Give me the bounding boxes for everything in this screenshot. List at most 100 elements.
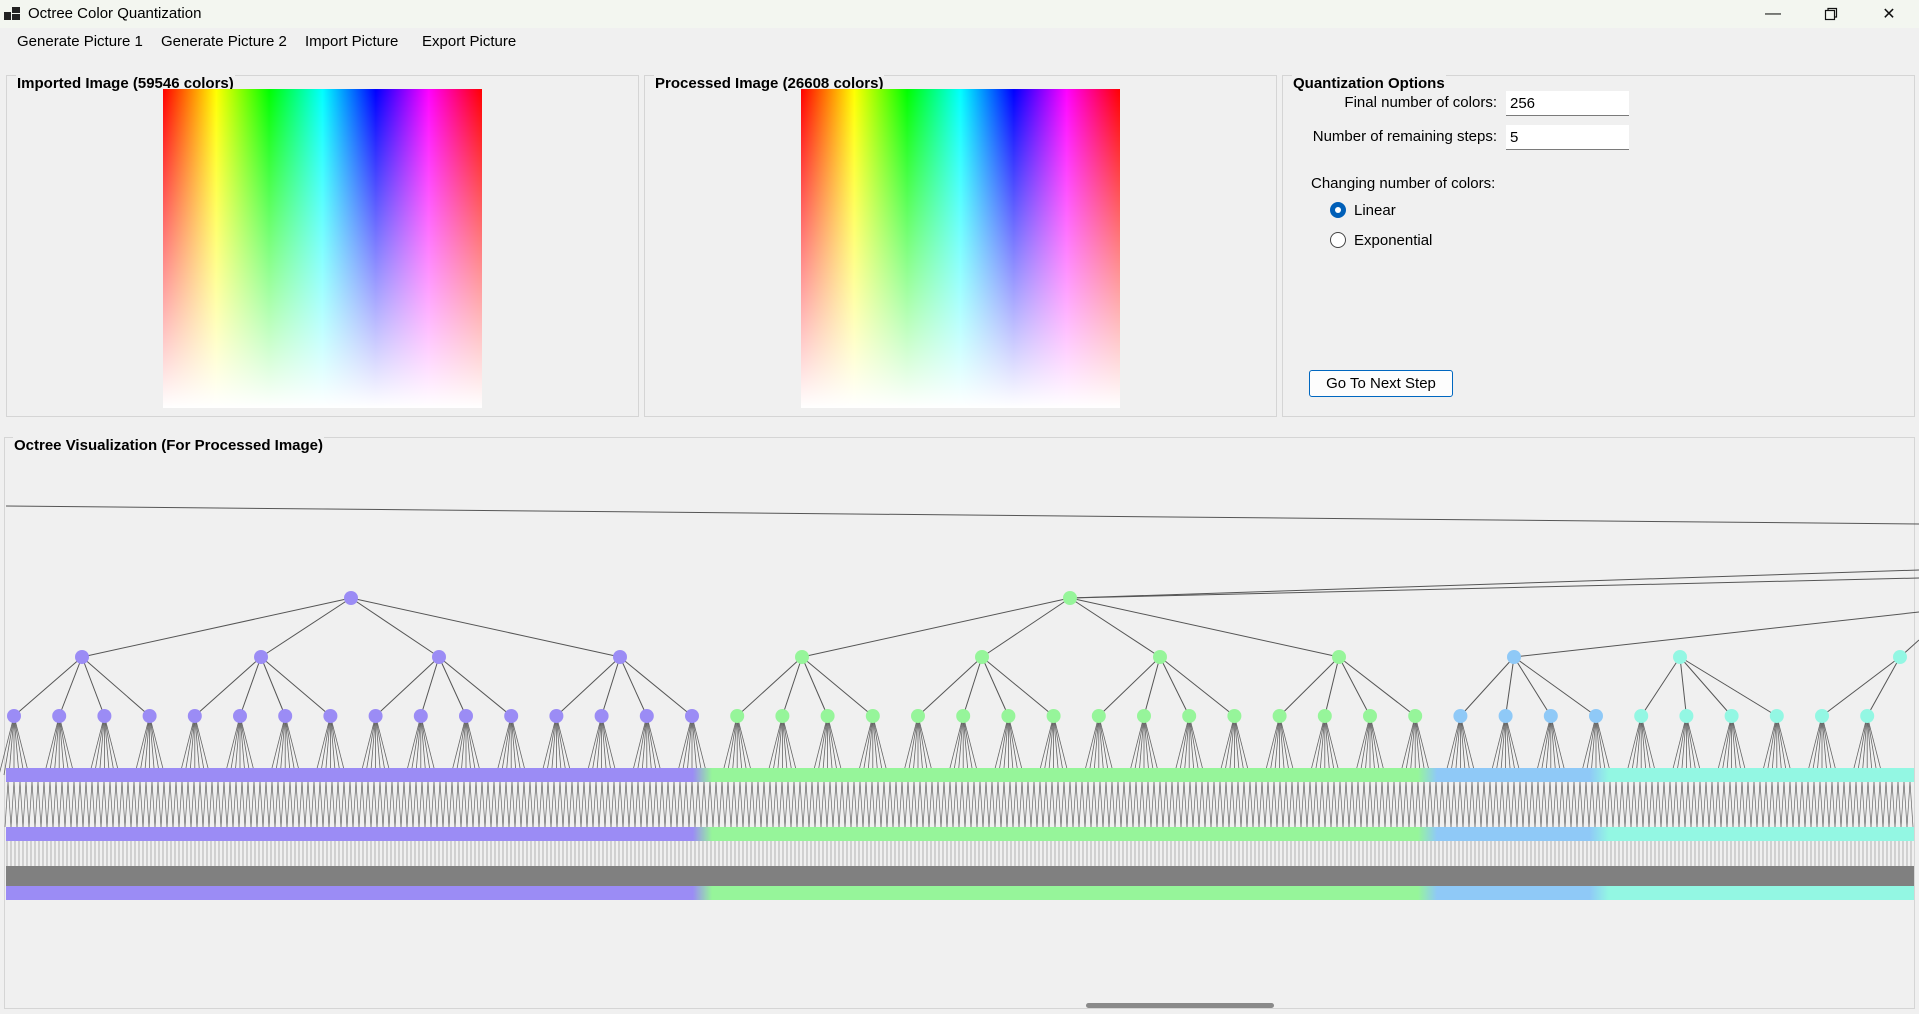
octree-node bbox=[1589, 709, 1603, 723]
tree-edge bbox=[1144, 781, 1149, 828]
tree-edge bbox=[589, 781, 594, 828]
go-to-next-step-button[interactable]: Go To Next Step bbox=[1309, 370, 1453, 397]
tree-edge bbox=[1084, 781, 1089, 828]
restore-button[interactable] bbox=[1802, 0, 1860, 28]
tree-edge bbox=[1460, 715, 1466, 776]
tree-edge bbox=[947, 715, 964, 776]
tree-edge bbox=[601, 781, 606, 828]
tree-edge bbox=[1303, 781, 1308, 828]
tree-edge bbox=[239, 715, 251, 776]
tree-edge bbox=[772, 781, 777, 828]
tree-edge bbox=[1771, 715, 1778, 776]
tree-edge bbox=[1597, 781, 1602, 828]
tree-edge bbox=[1543, 781, 1548, 828]
tree-edge bbox=[81, 656, 105, 717]
minimize-button[interactable]: — bbox=[1744, 0, 1802, 28]
tree-edge bbox=[465, 715, 482, 776]
tree-edge bbox=[763, 781, 768, 828]
menu-import-picture[interactable]: Import Picture bbox=[305, 33, 399, 50]
final-colors-input[interactable] bbox=[1506, 91, 1629, 116]
tree-edge bbox=[973, 781, 978, 828]
tree-edge bbox=[721, 781, 726, 828]
tree-edge bbox=[1738, 781, 1743, 828]
tree-edge bbox=[70, 781, 75, 828]
tree-edge bbox=[1399, 715, 1416, 776]
radio-linear[interactable]: Linear bbox=[1330, 199, 1396, 221]
tree-edge bbox=[634, 781, 639, 828]
menu-generate-picture-1[interactable]: Generate Picture 1 bbox=[17, 33, 143, 50]
tree-edge bbox=[1258, 781, 1263, 828]
tree-edge bbox=[1098, 715, 1110, 776]
tree-edge bbox=[1821, 715, 1833, 776]
tree-edge bbox=[394, 781, 399, 828]
tree-edge bbox=[194, 715, 211, 776]
tree-edge bbox=[1756, 781, 1761, 828]
tree-edge bbox=[532, 781, 537, 828]
tree-edge bbox=[1429, 781, 1434, 828]
radio-linear-indicator[interactable] bbox=[1330, 202, 1346, 218]
menu-generate-picture-2[interactable]: Generate Picture 2 bbox=[161, 33, 287, 50]
tree-edge bbox=[1810, 781, 1815, 828]
tree-edge bbox=[1435, 781, 1440, 828]
tree-edge bbox=[1030, 781, 1035, 828]
tree-edge bbox=[1048, 781, 1053, 828]
tree-edge bbox=[1687, 781, 1692, 828]
tree-edge bbox=[350, 597, 440, 658]
tree-edge bbox=[1540, 715, 1552, 776]
tree-edge bbox=[121, 781, 126, 828]
menu-export-picture[interactable]: Export Picture bbox=[422, 33, 517, 50]
tree-edge bbox=[28, 781, 33, 828]
tree-edge bbox=[1336, 781, 1341, 828]
tree-edge bbox=[598, 781, 603, 828]
imported-image-title: Imported Image (59546 colors) bbox=[16, 75, 235, 92]
octree-node bbox=[1063, 591, 1077, 605]
tree-edge bbox=[1162, 781, 1167, 828]
tree-edge bbox=[547, 781, 552, 828]
tree-edge bbox=[827, 715, 843, 776]
octree-node bbox=[795, 650, 809, 664]
tree-edge bbox=[510, 715, 527, 776]
tree-edge bbox=[409, 781, 414, 828]
tree-edge bbox=[1168, 781, 1173, 828]
tree-edge bbox=[355, 781, 360, 828]
radio-exponential[interactable]: Exponential bbox=[1330, 229, 1432, 251]
tree-edge bbox=[1669, 781, 1674, 828]
close-button[interactable]: ✕ bbox=[1860, 0, 1918, 28]
tree-edge bbox=[1445, 715, 1461, 776]
remaining-steps-input[interactable] bbox=[1506, 125, 1629, 150]
tree-edge bbox=[1423, 781, 1428, 828]
tree-edge bbox=[1540, 781, 1545, 828]
tree-edge bbox=[500, 715, 512, 776]
tree-edge bbox=[1123, 781, 1128, 828]
tree-edge bbox=[1852, 781, 1857, 828]
tree-edge bbox=[812, 715, 828, 776]
horizontal-scrollbar-thumb[interactable] bbox=[1086, 1003, 1274, 1008]
tree-edge bbox=[1414, 715, 1426, 776]
radio-exponential-indicator[interactable] bbox=[1330, 232, 1346, 248]
tree-edge bbox=[502, 781, 507, 828]
tree-edge bbox=[943, 781, 948, 828]
tree-edge bbox=[1640, 715, 1647, 776]
tree-edge bbox=[1426, 781, 1431, 828]
tree-edge bbox=[889, 781, 894, 828]
tree-edge bbox=[1279, 715, 1285, 776]
tree-edge bbox=[850, 781, 855, 828]
tree-edge bbox=[1402, 781, 1407, 828]
tree-edge bbox=[916, 781, 921, 828]
tree-edge bbox=[559, 781, 564, 828]
menu-bar: Generate Picture 1 Generate Picture 2 Im… bbox=[0, 28, 1919, 56]
tree-edge bbox=[179, 715, 196, 776]
tree-edge bbox=[1255, 781, 1260, 828]
tree-edge bbox=[910, 781, 915, 828]
tree-edge bbox=[1348, 781, 1353, 828]
tree-edge bbox=[538, 781, 543, 828]
tree-edge bbox=[1183, 715, 1190, 776]
tree-edge bbox=[1579, 781, 1584, 828]
tree-edge bbox=[94, 715, 105, 776]
tree-edge bbox=[1535, 715, 1552, 776]
octree-node bbox=[639, 709, 654, 723]
tree-edge bbox=[1588, 781, 1593, 828]
tree-edge bbox=[1513, 656, 1597, 717]
tree-edge bbox=[16, 781, 21, 828]
tree-edge bbox=[1550, 715, 1557, 776]
